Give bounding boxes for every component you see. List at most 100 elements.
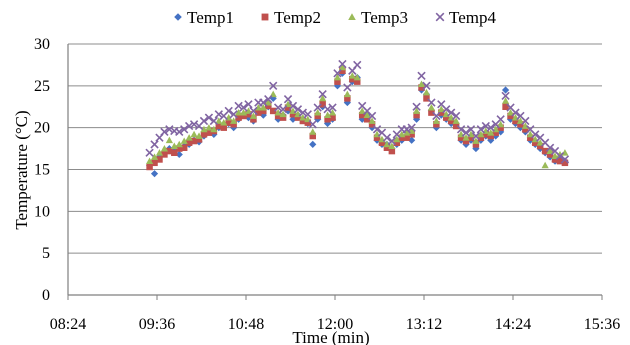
data-point (487, 132, 494, 140)
data-point (497, 128, 505, 136)
data-point (195, 132, 203, 139)
data-point (432, 111, 441, 121)
data-point (328, 103, 337, 112)
data-point (170, 142, 178, 149)
data-point (303, 110, 312, 119)
data-point (412, 102, 421, 111)
data-point (561, 159, 569, 167)
data-point (541, 147, 549, 155)
y-tick-label: 20 (34, 120, 50, 137)
data-point (497, 124, 504, 131)
legend-label: Temp4 (449, 8, 496, 27)
data-point (150, 140, 159, 149)
data-point (472, 137, 480, 144)
data-point (511, 108, 520, 117)
legend-marker (348, 13, 356, 21)
data-point (417, 80, 426, 88)
data-point (235, 114, 242, 121)
data-point (343, 90, 351, 98)
data-point (309, 140, 317, 148)
data-point (259, 98, 268, 107)
y-tick-label: 0 (42, 287, 50, 304)
data-point (402, 125, 411, 134)
x-tick-label: 15:36 (584, 316, 620, 333)
data-point (244, 107, 253, 114)
data-point (512, 117, 519, 125)
data-point (437, 105, 445, 113)
data-point (447, 117, 455, 125)
legend-item-temp1: Temp1 (174, 8, 234, 27)
data-point (309, 128, 317, 135)
data-point (545, 143, 555, 152)
data-point (382, 133, 392, 142)
data-point (165, 125, 174, 134)
series-temp2 (146, 67, 569, 171)
legend-label: Temp2 (274, 8, 321, 27)
data-point (378, 139, 386, 146)
data-point (184, 121, 194, 131)
data-point (388, 147, 396, 155)
data-point (319, 94, 327, 102)
data-point (353, 73, 361, 81)
data-point (180, 137, 188, 144)
data-point (433, 121, 440, 128)
data-point (408, 131, 415, 138)
data-point (358, 111, 366, 119)
data-point (190, 130, 198, 138)
data-point (328, 109, 337, 116)
data-point (398, 134, 405, 141)
data-point (215, 122, 223, 130)
data-point (329, 114, 336, 121)
legend-item-temp3: Temp3 (348, 8, 408, 27)
data-point (546, 151, 554, 158)
data-point (176, 145, 183, 152)
data-point (477, 134, 485, 141)
series-temp4 (145, 59, 570, 164)
data-point (383, 140, 391, 148)
y-tick-label: 10 (34, 203, 50, 220)
data-point (245, 111, 252, 118)
data-point (339, 67, 346, 75)
data-point (171, 149, 178, 157)
data-point (472, 141, 480, 148)
data-point (462, 137, 470, 145)
data-point (541, 161, 549, 169)
data-point (555, 151, 565, 161)
data-point (289, 111, 297, 118)
axes (67, 44, 603, 300)
data-point (560, 155, 570, 164)
data-point (413, 111, 420, 119)
data-point (318, 90, 327, 99)
data-point (422, 81, 431, 90)
data-point (363, 116, 371, 123)
data-point (482, 131, 490, 138)
data-point (546, 147, 554, 154)
data-point (452, 122, 460, 130)
data-point (522, 126, 529, 133)
legend-item-temp2: Temp2 (261, 8, 321, 27)
data-point (353, 60, 362, 70)
data-point (180, 125, 189, 134)
data-point (309, 132, 316, 140)
data-point (255, 109, 262, 116)
data-point (338, 59, 347, 69)
data-point (334, 78, 341, 85)
data-point (502, 103, 509, 110)
data-point (551, 156, 559, 163)
data-point (506, 109, 515, 116)
data-point (210, 125, 218, 133)
data-point (497, 120, 505, 128)
x-tick-label: 13:12 (406, 316, 442, 333)
x-tick-labels: 08:24 09:36 10:48 12:00 13:12 14:24 15:36 (50, 316, 620, 333)
data-point (428, 109, 435, 116)
data-point (145, 148, 154, 157)
y-tick-labels: 0 5 10 15 20 25 30 (34, 36, 50, 304)
data-point (368, 121, 376, 128)
series-temp3 (145, 63, 569, 169)
data-point (269, 107, 277, 115)
data-point (373, 134, 381, 141)
data-point (160, 127, 169, 137)
legend-marker (174, 13, 182, 21)
data-point (293, 105, 303, 114)
data-point (492, 129, 499, 136)
